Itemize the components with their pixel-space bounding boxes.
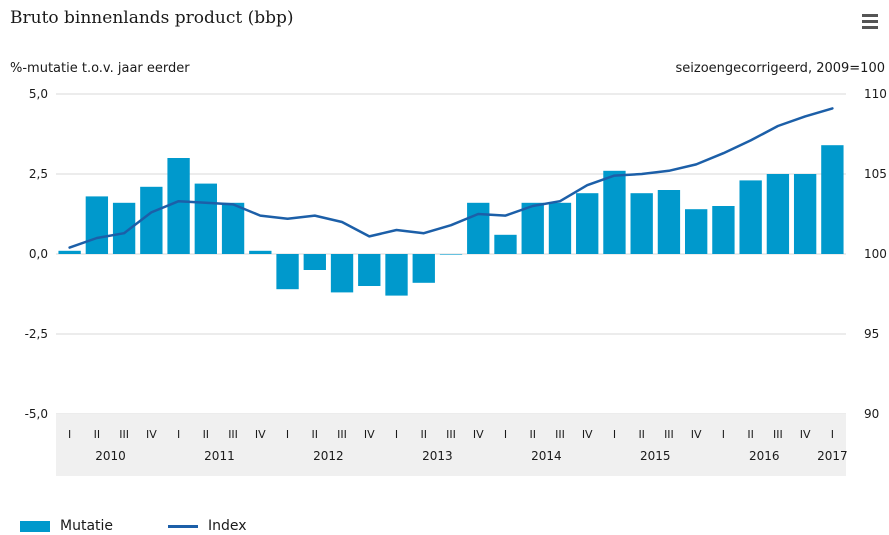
x-quarter-label: III: [773, 428, 783, 441]
x-quarter-label: II: [529, 428, 536, 441]
bar-mutatie: [194, 183, 217, 254]
x-quarter-label: III: [119, 428, 129, 441]
bar-mutatie: [576, 193, 599, 254]
bar-mutatie: [521, 202, 544, 254]
x-year-label: 2015: [640, 449, 671, 463]
x-year-label: 2017: [817, 449, 848, 463]
y-tick-label-left: -5,0: [25, 407, 48, 421]
right-axis-title: seizoengecorrigeerd, 2009=100: [675, 61, 886, 76]
x-quarter-label: III: [228, 428, 238, 441]
bar-mutatie: [330, 254, 354, 293]
legend-item-mutatie[interactable]: Mutatie: [20, 518, 113, 534]
bar-mutatie: [657, 190, 681, 254]
bar-mutatie: [85, 196, 109, 254]
bar-mutatie: [630, 193, 653, 254]
bar-mutatie: [712, 206, 735, 254]
x-quarter-label: III: [555, 428, 565, 441]
left-axis-title: %-mutatie t.o.v. jaar eerder: [10, 61, 190, 76]
y-tick-label-right: 95: [864, 327, 879, 341]
x-year-label: 2012: [313, 449, 344, 463]
bar-mutatie: [167, 158, 190, 254]
bar-mutatie: [58, 250, 81, 254]
bar-mutatie: [793, 174, 817, 254]
x-quarter-label: I: [177, 428, 180, 441]
y-tick-label-right: 110: [864, 87, 887, 101]
legend-item-index[interactable]: Index: [168, 518, 247, 534]
y-tick-label-left: 5,0: [29, 87, 48, 101]
y-tick-label-left: -2,5: [25, 327, 48, 341]
bar-mutatie: [385, 254, 408, 296]
x-quarter-label: I: [722, 428, 725, 441]
x-quarter-label: IV: [582, 428, 593, 441]
bar-mutatie: [412, 254, 435, 283]
bar-mutatie: [112, 202, 136, 254]
x-quarter-label: I: [831, 428, 834, 441]
x-quarter-label: III: [664, 428, 674, 441]
x-quarter-label: II: [421, 428, 428, 441]
x-quarter-label: III: [446, 428, 456, 441]
bar-mutatie: [739, 180, 762, 254]
legend-label-index: Index: [208, 518, 247, 534]
legend-label-mutatie: Mutatie: [60, 518, 114, 534]
x-year-label: 2010: [95, 449, 126, 463]
bar-mutatie: [548, 202, 572, 254]
x-quarter-label: IV: [255, 428, 266, 441]
y-tick-label-right: 100: [864, 247, 887, 261]
bar-mutatie: [249, 250, 272, 254]
x-quarter-label: IV: [473, 428, 484, 441]
x-quarter-label: I: [504, 428, 507, 441]
x-year-label: 2016: [749, 449, 780, 463]
bar-mutatie: [603, 170, 626, 254]
x-quarter-label: II: [94, 428, 101, 441]
x-quarter-label: IV: [691, 428, 702, 441]
x-year-label: 2014: [531, 449, 562, 463]
y-tick-label-right: 90: [864, 407, 879, 421]
x-quarter-label: II: [747, 428, 754, 441]
bar-mutatie: [358, 254, 381, 286]
bar-mutatie: [685, 209, 708, 254]
x-quarter-label: II: [203, 428, 210, 441]
x-quarter-label: I: [613, 428, 616, 441]
bar-mutatie: [467, 202, 490, 254]
x-quarter-label: IV: [146, 428, 157, 441]
bar-mutatie: [821, 145, 844, 254]
x-quarter-label: I: [286, 428, 289, 441]
x-quarter-label: IV: [364, 428, 375, 441]
x-year-label: 2011: [204, 449, 235, 463]
y-tick-label-right: 105: [864, 167, 887, 181]
bar-mutatie: [221, 202, 245, 254]
x-axis-band: [56, 414, 846, 476]
x-quarter-label: III: [337, 428, 347, 441]
x-quarter-label: I: [68, 428, 71, 441]
x-quarter-label: I: [395, 428, 398, 441]
x-quarter-label: IV: [800, 428, 811, 441]
chart-title: Bruto binnenlands product (bbp): [10, 8, 294, 28]
y-tick-label-left: 2,5: [29, 167, 48, 181]
bar-mutatie: [303, 254, 326, 270]
legend-swatch-line-icon: [168, 524, 198, 528]
legend-swatch-bar-icon: [20, 520, 50, 532]
bar-mutatie: [276, 254, 299, 290]
x-quarter-label: II: [312, 428, 319, 441]
y-tick-label-left: 0,0: [29, 247, 48, 261]
x-year-label: 2013: [422, 449, 453, 463]
bar-mutatie: [494, 234, 517, 254]
bar-mutatie: [766, 174, 790, 254]
hamburger-menu-icon[interactable]: [862, 14, 878, 30]
index-line: [68, 107, 834, 249]
bar-mutatie: [140, 186, 163, 254]
bar-mutatie: [439, 254, 463, 255]
x-quarter-label: II: [638, 428, 645, 441]
